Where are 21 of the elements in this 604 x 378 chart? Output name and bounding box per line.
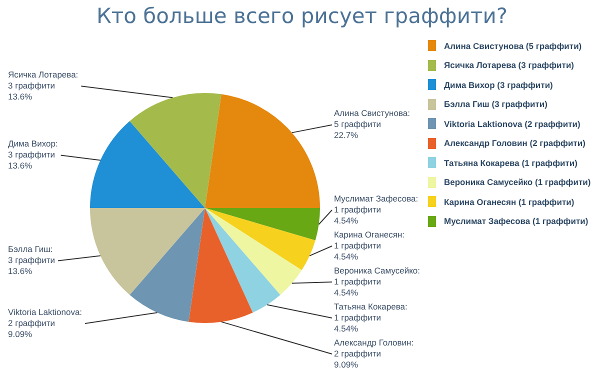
legend-label: Вероника Самусейко (1 граффити) bbox=[444, 177, 591, 188]
legend-label: Алина Свистунова (5 граффити) bbox=[444, 40, 582, 51]
legend-label: Бэлла Гиш (3 граффити) bbox=[444, 99, 548, 110]
data-label: Ясичка Лотарева: 3 граффити 13.6% bbox=[8, 69, 78, 102]
legend-label: Александр Головин (2 граффити) bbox=[444, 138, 586, 148]
data-label: Вероника Самусейко: 1 граффити 4.54% bbox=[334, 265, 420, 298]
data-label: Алина Свистунова: 5 граффити 22.7% bbox=[334, 108, 410, 140]
data-label: Бэлла Гиш: 3 граффити 13.6% bbox=[8, 244, 56, 276]
legend-label: Муслимат Зафесова (1 граффити) bbox=[444, 216, 588, 226]
data-label: Viktoria Laktionova: 2 граффити 9.09% bbox=[8, 306, 82, 339]
legend-label: Татьяна Кокарева (1 граффити) bbox=[444, 158, 578, 168]
chart-title: Кто больше всего рисует граффити? bbox=[95, 4, 509, 28]
data-label: Дима Вихор: 3 граффити 13.6% bbox=[8, 138, 58, 171]
data-label: Татьяна Кокарева: 1 граффити 4.54% bbox=[334, 301, 408, 334]
data-label: Муслимат Зафесова: 1 граффити 4.54% bbox=[334, 193, 418, 226]
data-label: Александр Головин: 2 граффити 9.09% bbox=[334, 337, 414, 370]
legend-label: Viktoria Laktionova (2 граффити) bbox=[444, 118, 580, 129]
data-label: Карина Оганесян: 1 граффити 4.54% bbox=[334, 229, 405, 262]
legend-label: Ясичка Лотарева (3 граффити) bbox=[444, 60, 574, 70]
legend-label: Карина Оганесян (1 граффити) bbox=[444, 196, 574, 207]
legend-label: Дима Вихор (3 граффити) bbox=[444, 80, 553, 90]
